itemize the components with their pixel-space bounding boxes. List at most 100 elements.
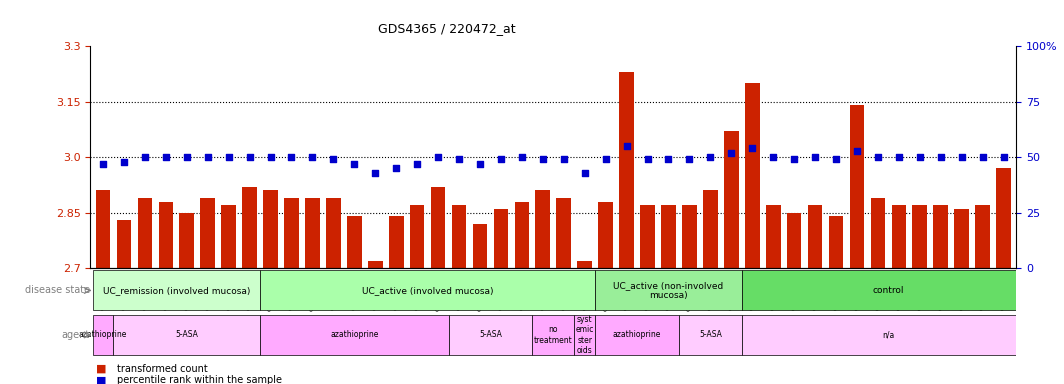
Text: UC_remission (involved mucosa): UC_remission (involved mucosa) — [102, 286, 250, 295]
Point — [346, 161, 363, 167]
FancyBboxPatch shape — [595, 270, 742, 311]
Text: UC_active (involved mucosa): UC_active (involved mucosa) — [362, 286, 494, 295]
Point — [765, 154, 782, 160]
Bar — [431, 187, 446, 268]
Point — [597, 156, 614, 162]
Point — [911, 154, 928, 160]
Text: GSM948569: GSM948569 — [143, 273, 148, 310]
Bar — [641, 205, 654, 268]
Text: GSM948574: GSM948574 — [603, 273, 609, 311]
Bar — [200, 198, 215, 268]
FancyBboxPatch shape — [114, 315, 260, 355]
Bar — [494, 209, 509, 268]
Point — [387, 165, 404, 171]
Point — [409, 161, 426, 167]
Text: GSM948564: GSM948564 — [121, 273, 127, 310]
Text: GSM948567: GSM948567 — [205, 273, 211, 310]
Bar — [598, 202, 613, 268]
Bar — [850, 105, 864, 268]
Bar — [933, 205, 948, 268]
Bar — [117, 220, 131, 268]
Text: percentile rank within the sample: percentile rank within the sample — [117, 375, 282, 384]
Bar — [347, 217, 362, 268]
Text: no
treatment: no treatment — [534, 325, 572, 344]
Text: GSM948582: GSM948582 — [729, 273, 734, 310]
Bar — [892, 205, 907, 268]
Text: GSM948576: GSM948576 — [625, 273, 629, 310]
Bar — [180, 213, 194, 268]
Bar — [221, 205, 236, 268]
Point — [325, 156, 342, 162]
Bar — [808, 205, 822, 268]
Bar — [829, 217, 844, 268]
Text: GSM948553: GSM948553 — [813, 273, 817, 310]
Point — [681, 156, 698, 162]
Bar — [159, 202, 173, 268]
Point — [450, 156, 467, 162]
Bar — [578, 261, 592, 268]
Text: GSM948591: GSM948591 — [415, 273, 419, 310]
Text: GSM948559: GSM948559 — [938, 273, 943, 310]
Text: GSM948565: GSM948565 — [164, 273, 168, 310]
Bar — [535, 190, 550, 268]
Text: GSM948581: GSM948581 — [498, 273, 503, 310]
Point — [304, 154, 321, 160]
Point — [744, 145, 761, 151]
FancyBboxPatch shape — [260, 270, 595, 311]
Text: GSM948571: GSM948571 — [456, 273, 462, 310]
Point — [493, 156, 510, 162]
Text: GSM948577: GSM948577 — [478, 273, 482, 311]
Text: GSM948578: GSM948578 — [708, 273, 713, 310]
FancyBboxPatch shape — [595, 315, 679, 355]
FancyBboxPatch shape — [742, 270, 1035, 311]
Bar — [515, 202, 529, 268]
Text: GSM948566: GSM948566 — [184, 273, 189, 310]
Text: GSM948568: GSM948568 — [227, 273, 231, 310]
Text: azathioprine: azathioprine — [330, 330, 379, 339]
Bar — [913, 205, 927, 268]
Bar — [305, 198, 320, 268]
Point — [242, 154, 259, 160]
Text: GSM948573: GSM948573 — [268, 273, 273, 311]
Text: GSM948556: GSM948556 — [876, 273, 880, 310]
Text: syst
emic
ster
oids: syst emic ster oids — [576, 315, 594, 355]
Bar — [619, 72, 634, 268]
Text: GSM948583: GSM948583 — [331, 273, 336, 310]
Text: GSM948562: GSM948562 — [1001, 273, 1007, 310]
FancyBboxPatch shape — [449, 315, 532, 355]
Text: GSM948555: GSM948555 — [854, 273, 860, 310]
FancyBboxPatch shape — [93, 315, 114, 355]
Text: ■: ■ — [96, 364, 106, 374]
Text: control: control — [872, 286, 904, 295]
Point — [534, 156, 551, 162]
Bar — [703, 190, 718, 268]
Bar — [556, 198, 571, 268]
Bar — [954, 209, 969, 268]
Text: GSM948579: GSM948579 — [310, 273, 315, 311]
Text: GSM948589: GSM948589 — [372, 273, 378, 310]
Bar — [137, 198, 152, 268]
Bar — [388, 217, 403, 268]
Point — [891, 154, 908, 160]
Text: GSM948592: GSM948592 — [435, 273, 440, 311]
Text: GSM948590: GSM948590 — [394, 273, 399, 310]
Bar — [870, 198, 885, 268]
Bar — [661, 205, 676, 268]
Point — [639, 156, 656, 162]
Bar — [96, 190, 111, 268]
FancyBboxPatch shape — [575, 315, 595, 355]
Point — [848, 147, 865, 154]
Bar — [452, 205, 466, 268]
Point — [157, 154, 174, 160]
Text: GDS4365 / 220472_at: GDS4365 / 220472_at — [378, 22, 516, 35]
Text: GSM948588: GSM948588 — [519, 273, 525, 310]
Text: GSM948580: GSM948580 — [645, 273, 650, 310]
FancyBboxPatch shape — [532, 315, 575, 355]
Point — [95, 161, 112, 167]
Bar — [996, 168, 1011, 268]
Bar — [284, 198, 299, 268]
Text: GSM948557: GSM948557 — [896, 273, 901, 310]
Text: GSM948563: GSM948563 — [100, 273, 105, 310]
Text: GSM948558: GSM948558 — [917, 273, 922, 310]
Bar — [745, 83, 760, 268]
